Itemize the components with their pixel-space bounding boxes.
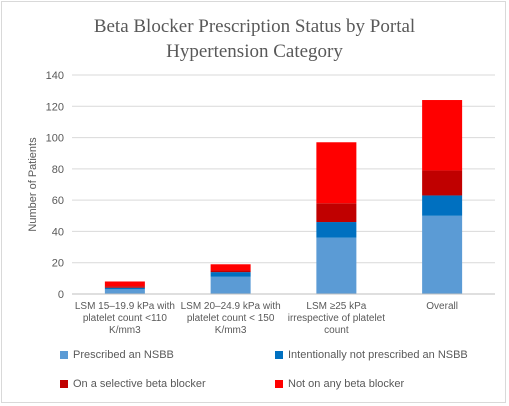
y-tick-label: 0 bbox=[58, 289, 64, 301]
bar-segment bbox=[210, 272, 251, 277]
bar-segment bbox=[316, 142, 357, 204]
bar-segment bbox=[104, 286, 145, 288]
legend-item: On a selective beta blocker bbox=[60, 378, 206, 390]
legend-item: Prescribed an NSBB bbox=[60, 349, 174, 361]
bar-segment bbox=[422, 195, 463, 216]
y-tick-label: 80 bbox=[52, 164, 64, 176]
x-tick-label: Overall bbox=[426, 301, 458, 312]
bar-segment bbox=[210, 276, 251, 294]
y-axis-label: Number of Patients bbox=[27, 137, 39, 232]
bar-segment bbox=[104, 281, 145, 287]
y-tick-label: 140 bbox=[46, 70, 64, 82]
y-tick-label: 60 bbox=[52, 195, 64, 207]
y-tick-label: 100 bbox=[46, 133, 64, 145]
bar-segment bbox=[316, 237, 357, 294]
bar-segment bbox=[104, 289, 145, 294]
chart-title-line-1: Beta Blocker Prescription Status by Port… bbox=[93, 16, 416, 37]
bar-segment bbox=[422, 100, 463, 171]
legend-swatch bbox=[60, 380, 68, 388]
chart-title-line-2: Hypertension Category bbox=[166, 41, 343, 62]
bar-segment bbox=[210, 270, 251, 273]
y-tick-label: 20 bbox=[52, 258, 64, 270]
legend-label: Prescribed an NSBB bbox=[73, 349, 174, 361]
legend-label: Not on any beta blocker bbox=[288, 378, 405, 390]
bar-segment bbox=[210, 264, 251, 271]
x-tick-label: LSM 15–19.9 kPa with platelet count <110 K… bbox=[75, 301, 175, 336]
y-tick-label: 40 bbox=[52, 226, 64, 238]
legend-label: Intentionally not prescribed an NSBB bbox=[288, 349, 468, 361]
chart-title: Beta Blocker Prescription Status by Port… bbox=[2, 14, 507, 64]
legend-swatch bbox=[275, 380, 283, 388]
bar-segment bbox=[422, 215, 463, 294]
legend-label: On a selective beta blocker bbox=[73, 378, 206, 390]
x-tick-label: LSM 20–24.9 kPa with platelet count < 150… bbox=[181, 301, 281, 336]
bar-segment bbox=[316, 203, 357, 223]
legend-swatch bbox=[60, 351, 68, 359]
x-tick-label: LSM ≥25 kPa irrespective of platelet count bbox=[288, 301, 385, 336]
legend-item: Intentionally not prescribed an NSBB bbox=[275, 349, 468, 361]
bar-segment bbox=[104, 287, 145, 290]
legend-item: Not on any beta blocker bbox=[275, 378, 404, 390]
bar-segment bbox=[422, 170, 463, 196]
y-tick-label: 120 bbox=[46, 101, 64, 113]
legend-swatch bbox=[275, 351, 283, 359]
bar-segment bbox=[316, 222, 357, 238]
